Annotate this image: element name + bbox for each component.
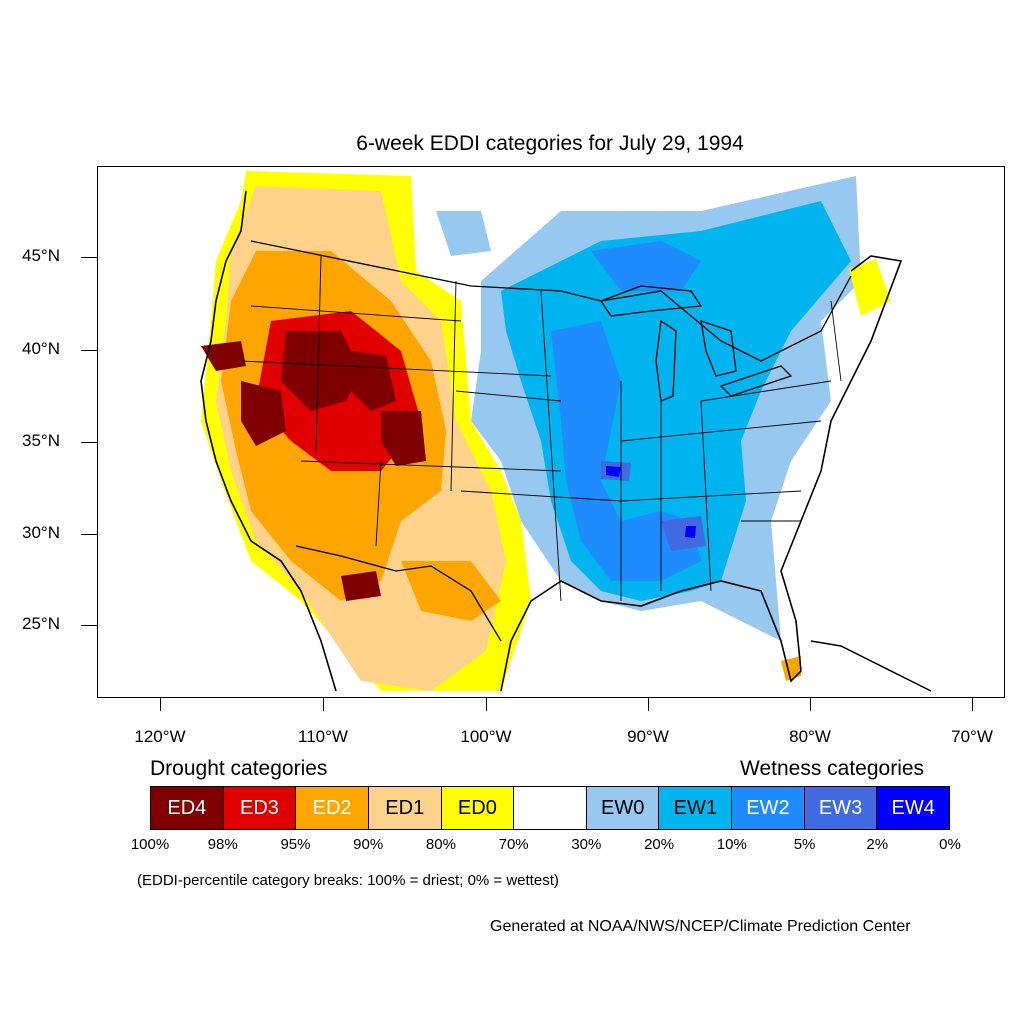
percentile-break-label: 2%	[866, 836, 889, 853]
percentile-break-label: 95%	[280, 836, 311, 853]
lon-label-70w: 70°W	[951, 727, 993, 746]
ew4-region	[606, 466, 621, 477]
mexico-border	[295, 545, 502, 642]
eddi-map	[200, 171, 932, 692]
legend-swatch-ew1: EW1	[659, 787, 733, 829]
lon-tick	[648, 697, 649, 711]
ed4-region-f	[341, 571, 381, 601]
category-legend: ED4 ED3 ED2 ED1 ED0 EW0 EW1 EW2 EW3 EW4	[150, 786, 950, 830]
ew2-region	[551, 321, 701, 581]
legend-swatch-ew0: EW0	[586, 787, 660, 829]
lon-tick	[323, 697, 324, 711]
wetness-categories-title: Wetness categories	[740, 757, 925, 780]
credit-line: Generated at NOAA/NWS/NCEP/Climate Predi…	[490, 918, 911, 935]
lon-label-90w: 90°W	[627, 727, 669, 746]
lon-label-80w: 80°W	[789, 727, 831, 746]
canada-border	[250, 240, 852, 362]
ed0-maine	[849, 259, 891, 316]
legend-swatch-neutral	[514, 787, 587, 829]
lake-erie	[719, 365, 793, 397]
legend-swatch-ed1: ED1	[368, 787, 442, 829]
lake-superior	[600, 285, 703, 317]
state-boundaries	[240, 255, 842, 602]
lon-tick	[486, 697, 487, 711]
percentile-break-label: 30%	[571, 836, 602, 853]
lat-tick	[81, 350, 97, 351]
ed4-region-e	[201, 341, 246, 371]
lat-label-25: 25°N	[22, 614, 60, 633]
legend-swatch-ed0: ED0	[441, 787, 515, 829]
ew2-region-great-lakes	[591, 241, 701, 291]
percentile-break-label: 70%	[498, 836, 529, 853]
cuba-coastline	[810, 640, 932, 692]
ed4-region-a	[281, 331, 361, 411]
percentile-break-label: 80%	[425, 836, 456, 853]
ed2-florida	[781, 656, 801, 681]
ew0-region-north	[436, 211, 491, 256]
ew4-region-b	[685, 526, 696, 538]
lat-tick	[81, 257, 97, 258]
legend-swatch-ew2: EW2	[732, 787, 805, 829]
ed2-region-south	[401, 561, 501, 621]
ed4-region-c	[381, 411, 426, 466]
lake-huron	[700, 320, 737, 377]
ed4-region-d	[241, 381, 286, 446]
drought-categories-title: Drought categories	[150, 757, 328, 780]
percentile-break-label: 10%	[716, 836, 747, 853]
lat-tick	[81, 442, 97, 443]
percentile-break-label: 5%	[793, 836, 816, 853]
lat-tick	[81, 625, 97, 626]
lat-tick	[81, 534, 97, 535]
lat-label-30: 30°N	[22, 523, 60, 542]
lat-label-40: 40°N	[22, 339, 60, 358]
lon-tick	[160, 697, 161, 711]
percentile-break-label: 98%	[207, 836, 238, 853]
percentile-break-label: 100%	[130, 836, 170, 853]
ed4-region-b	[351, 351, 396, 411]
ew3-region-b	[661, 516, 706, 551]
map-title: 6-week EDDI categories for July 29, 1994	[356, 132, 744, 155]
lat-label-35: 35°N	[22, 431, 60, 450]
lake-michigan	[655, 319, 677, 402]
map-panel	[97, 166, 1005, 698]
us-coastline	[200, 190, 903, 692]
lon-tick	[810, 697, 811, 711]
legend-swatch-ed3: ED3	[223, 787, 297, 829]
percentile-break-label: 20%	[644, 836, 675, 853]
legend-swatch-ew3: EW3	[804, 787, 878, 829]
legend-swatch-ed4: ED4	[151, 787, 224, 829]
legend-swatch-ew4: EW4	[877, 787, 950, 829]
percentile-break-label: 90%	[353, 836, 384, 853]
lat-label-45: 45°N	[22, 246, 60, 265]
category-note: (EDDI-percentile category breaks: 100% =…	[137, 872, 559, 889]
lon-tick	[972, 697, 973, 711]
legend-swatch-ed2: ED2	[296, 787, 369, 829]
lon-label-120w: 120°W	[134, 727, 186, 746]
percentile-break-label: 0%	[939, 836, 961, 853]
lon-label-110w: 110°W	[298, 727, 348, 746]
lon-label-100w: 100°W	[460, 727, 512, 746]
